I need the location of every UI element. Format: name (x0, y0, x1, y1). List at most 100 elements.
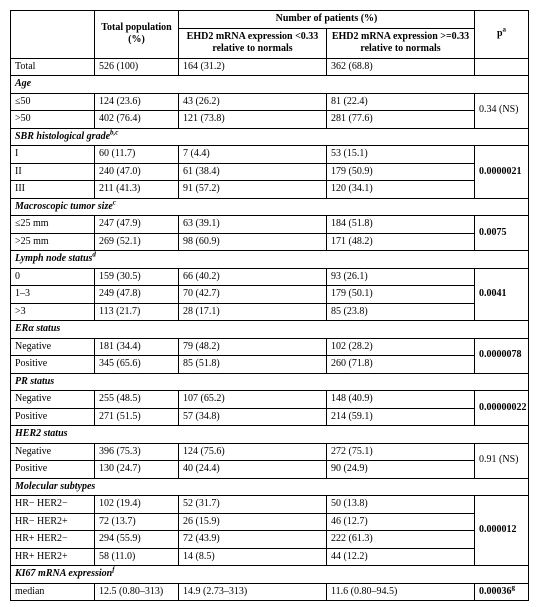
cell-label: 1–3 (11, 286, 95, 304)
section-er: ERα status (11, 321, 529, 339)
cell-p: 0.00000022 (475, 391, 529, 426)
cell-pop: 271 (51.5) (95, 408, 179, 426)
cell-label: HR− HER2− (11, 496, 95, 514)
cell-pop: 249 (47.8) (95, 286, 179, 304)
cell-pop: 159 (30.5) (95, 268, 179, 286)
header-p-sup: a (503, 26, 507, 34)
cell-p: 0.000012 (475, 496, 529, 566)
table-row: HR− HER2−102 (19.4)52 (31.7)50 (13.8)0.0… (11, 496, 529, 514)
cell-high: 53 (15.1) (327, 146, 475, 164)
cell-high: 184 (51.8) (327, 216, 475, 234)
cell-label: Total (11, 58, 95, 76)
section-pr: PR status (11, 373, 529, 391)
cell-label: ≤25 mm (11, 216, 95, 234)
table-row: Positive130 (24.7)40 (24.4)90 (24.9) (11, 461, 529, 479)
section-title-sup: c (113, 198, 116, 206)
section-title: HER2 status (11, 426, 529, 444)
cell-p (475, 58, 529, 76)
cell-p: 0.0075 (475, 216, 529, 251)
cell-pop: 396 (75.3) (95, 443, 179, 461)
cell-low: 107 (65.2) (179, 391, 327, 409)
cell-high: 90 (24.9) (327, 461, 475, 479)
cell-low: 26 (15.9) (179, 513, 327, 531)
cell-label: median (11, 583, 95, 601)
cell-p: 0.0000021 (475, 146, 529, 199)
cell-high: 81 (22.4) (327, 93, 475, 111)
cell-low: 85 (51.8) (179, 356, 327, 374)
table-row: Negative396 (75.3)124 (75.6)272 (75.1)0.… (11, 443, 529, 461)
table-row: >25 mm269 (52.1)98 (60.9)171 (48.2) (11, 233, 529, 251)
header-high: EHD2 mRNA expression >=0.33 relative to … (327, 28, 475, 58)
cell-label: I (11, 146, 95, 164)
cell-label: II (11, 163, 95, 181)
table-row: II240 (47.0)61 (38.4)179 (50.9) (11, 163, 529, 181)
cell-label: Positive (11, 356, 95, 374)
cell-low: 43 (26.2) (179, 93, 327, 111)
cell-p: 0.0041 (475, 268, 529, 321)
cell-p: 0.0000078 (475, 338, 529, 373)
header-low: EHD2 mRNA expression <0.33 relative to n… (179, 28, 327, 58)
cell-low: 164 (31.2) (179, 58, 327, 76)
cell-label: HR− HER2+ (11, 513, 95, 531)
cell-low: 61 (38.4) (179, 163, 327, 181)
cell-label: Positive (11, 408, 95, 426)
cell-high: 214 (59.1) (327, 408, 475, 426)
cell-pop: 72 (13.7) (95, 513, 179, 531)
cell-pop: 526 (100) (95, 58, 179, 76)
cell-pop: 102 (19.4) (95, 496, 179, 514)
cell-label: HR+ HER2− (11, 531, 95, 549)
cell-high: 362 (68.8) (327, 58, 475, 76)
section-title-text: Lymph node status (15, 253, 92, 264)
cell-high: 179 (50.9) (327, 163, 475, 181)
cell-high: 260 (71.8) (327, 356, 475, 374)
cell-low: 7 (4.4) (179, 146, 327, 164)
cell-high: 50 (13.8) (327, 496, 475, 514)
cell-low: 79 (48.2) (179, 338, 327, 356)
cell-label: ≤50 (11, 93, 95, 111)
cell-high: 46 (12.7) (327, 513, 475, 531)
cell-pop: 345 (65.6) (95, 356, 179, 374)
table-row: Negative255 (48.5)107 (65.2)148 (40.9)0.… (11, 391, 529, 409)
cell-pop: 211 (41.3) (95, 181, 179, 199)
section-age: Age (11, 76, 529, 94)
cell-pop: 181 (34.4) (95, 338, 179, 356)
section-her2: HER2 status (11, 426, 529, 444)
header-blank (11, 11, 95, 59)
cell-high: 85 (23.8) (327, 303, 475, 321)
cell-label: Negative (11, 391, 95, 409)
table-row: III211 (41.3)91 (57.2)120 (34.1) (11, 181, 529, 199)
table-row: 0159 (30.5)66 (40.2)93 (26.1)0.0041 (11, 268, 529, 286)
cell-label: >25 mm (11, 233, 95, 251)
cell-label: III (11, 181, 95, 199)
cell-label: HR+ HER2+ (11, 548, 95, 566)
cell-low: 91 (57.2) (179, 181, 327, 199)
section-size: Macroscopic tumor sizec (11, 198, 529, 216)
table-row: median12.5 (0.80–313)14.9 (2.73–313)11.6… (11, 583, 529, 601)
cell-label: Negative (11, 443, 95, 461)
cell-high: 120 (34.1) (327, 181, 475, 199)
cell-low: 66 (40.2) (179, 268, 327, 286)
section-title-sup: f (112, 566, 114, 574)
cell-label: >50 (11, 111, 95, 129)
section-title: Molecular subtypes (11, 478, 529, 496)
cell-p-value: 0.00036 (479, 586, 512, 597)
cell-pop: 124 (23.6) (95, 93, 179, 111)
cell-high: 93 (26.1) (327, 268, 475, 286)
table-row: ≤50124 (23.6)43 (26.2)81 (22.4)0.34 (NS) (11, 93, 529, 111)
table-row: Positive345 (65.6)85 (51.8)260 (71.8) (11, 356, 529, 374)
section-title-sup: b,c (110, 128, 118, 136)
cell-pop: 130 (24.7) (95, 461, 179, 479)
header-p: pa (475, 11, 529, 59)
cell-label: Positive (11, 461, 95, 479)
table-row: ≤25 mm247 (47.9)63 (39.1)184 (51.8)0.007… (11, 216, 529, 234)
cell-low: 14.9 (2.73–313) (179, 583, 327, 601)
cell-high: 222 (61.3) (327, 531, 475, 549)
table-row: 1–3249 (47.8)70 (42.7)179 (50.1) (11, 286, 529, 304)
cell-low: 98 (60.9) (179, 233, 327, 251)
table-row: I60 (11.7)7 (4.4)53 (15.1)0.0000021 (11, 146, 529, 164)
section-title: Lymph node statusd (11, 251, 529, 269)
cell-high: 44 (12.2) (327, 548, 475, 566)
table-row: HR+ HER2+58 (11.0)14 (8.5)44 (12.2) (11, 548, 529, 566)
section-title-text: SBR histological grade (15, 131, 110, 142)
table-row: Positive271 (51.5)57 (34.8)214 (59.1) (11, 408, 529, 426)
